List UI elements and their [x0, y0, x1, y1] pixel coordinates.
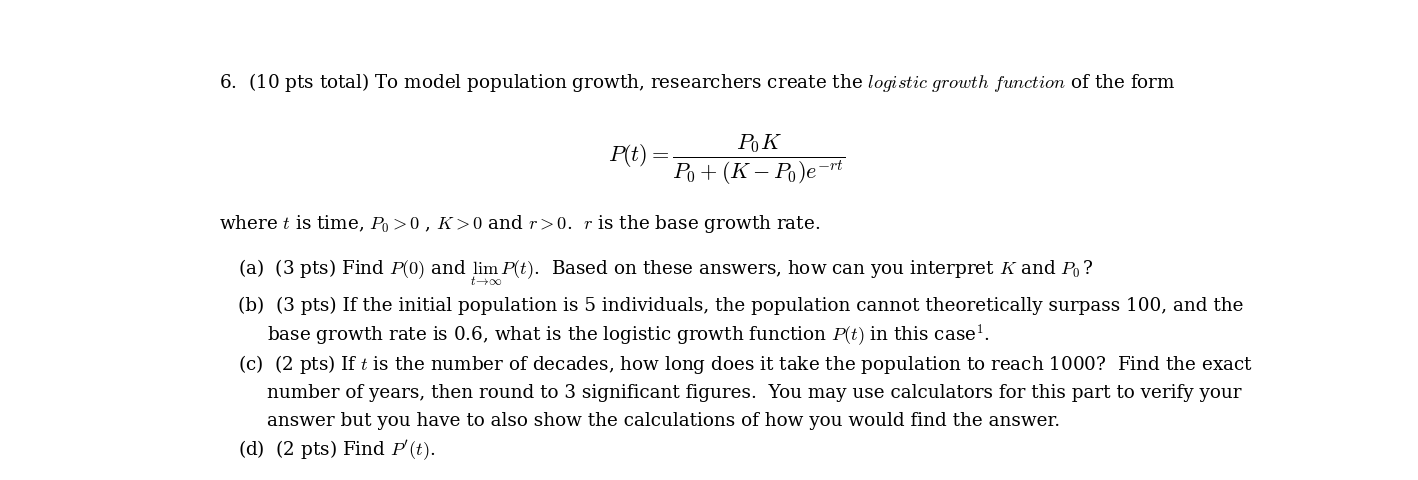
Text: base growth rate is 0.6, what is the logistic growth function $P(t)$ in this cas: base growth rate is 0.6, what is the log…: [268, 323, 990, 348]
Text: $P(t) = \dfrac{P_0 K}{P_0 + (K - P_0)e^{-rt}}$: $P(t) = \dfrac{P_0 K}{P_0 + (K - P_0)e^{…: [608, 132, 845, 187]
Text: answer but you have to also show the calculations of how you would find the answ: answer but you have to also show the cal…: [268, 412, 1061, 431]
Text: (c)  (2 pts) If $t$ is the number of decades, how long does it take the populati: (c) (2 pts) If $t$ is the number of deca…: [238, 353, 1252, 376]
Text: 6.  (10 pts total) To model population growth, researchers create the $\mathit{l: 6. (10 pts total) To model population gr…: [218, 71, 1176, 94]
Text: (d)  (2 pts) Find $P'(t)$.: (d) (2 pts) Find $P'(t)$.: [238, 438, 435, 462]
Text: (a)  (3 pts) Find $P(0)$ and $\lim_{t \to \infty} P(t)$.  Based on these answers: (a) (3 pts) Find $P(0)$ and $\lim_{t \to…: [238, 257, 1093, 288]
Text: where $t$ is time, $P_0 > 0$ , $K > 0$ and $r > 0$.  $r$ is the base growth rate: where $t$ is time, $P_0 > 0$ , $K > 0$ a…: [218, 214, 820, 236]
Text: (b)  (3 pts) If the initial population is 5 individuals, the population cannot t: (b) (3 pts) If the initial population is…: [238, 297, 1244, 315]
Text: number of years, then round to 3 significant figures.  You may use calculators f: number of years, then round to 3 signifi…: [268, 384, 1242, 402]
